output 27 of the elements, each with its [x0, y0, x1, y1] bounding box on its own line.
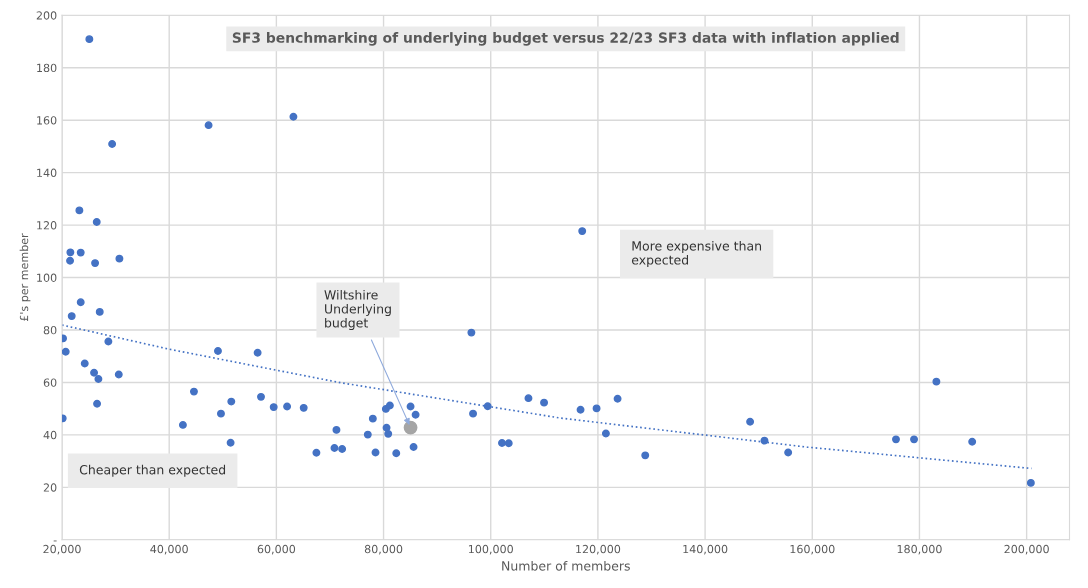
annotation: Wiltshire Underlying budget [324, 289, 391, 330]
x-tick-label: 100,000 [468, 544, 513, 555]
y-tick-label: 180 [37, 63, 57, 73]
x-tick-label: 180,000 [897, 544, 942, 555]
y-tick-label: 120 [37, 221, 57, 230]
y-tick-label: 80 [43, 325, 57, 335]
y-tick-label: 60 [43, 378, 57, 387]
text: SF3 benchmarking of underlying budget versus 22/23 SF3 data with inflation applied [232, 32, 899, 46]
y-axis-title: £'s per member [19, 233, 31, 322]
y-tick-label: 160 [37, 116, 57, 125]
y-tick-label: 20 [43, 483, 57, 492]
y-tick-label: 200 [36, 11, 57, 20]
x-tick-label: 20,000 [43, 544, 81, 555]
y-tick-label: 40 [43, 430, 57, 440]
x-tick-label: 40,000 [150, 544, 188, 555]
annotation: More expensive than expected [631, 240, 762, 268]
y-tick-label: - [53, 540, 57, 542]
x-axis-title: Number of members [502, 560, 630, 571]
y-tick-label: 100 [37, 273, 57, 282]
x-tick-label: 80,000 [364, 544, 403, 555]
x-tick-label: 120,000 [576, 544, 621, 555]
annotation: Cheaper than expected [79, 464, 226, 477]
y-tick-label: 140 [37, 168, 57, 178]
x-tick-label: 200,000 [1004, 544, 1049, 555]
x-tick-label: 160,000 [790, 544, 835, 555]
x-tick-label: 140,000 [683, 544, 728, 555]
x-tick-label: 60,000 [257, 544, 296, 555]
